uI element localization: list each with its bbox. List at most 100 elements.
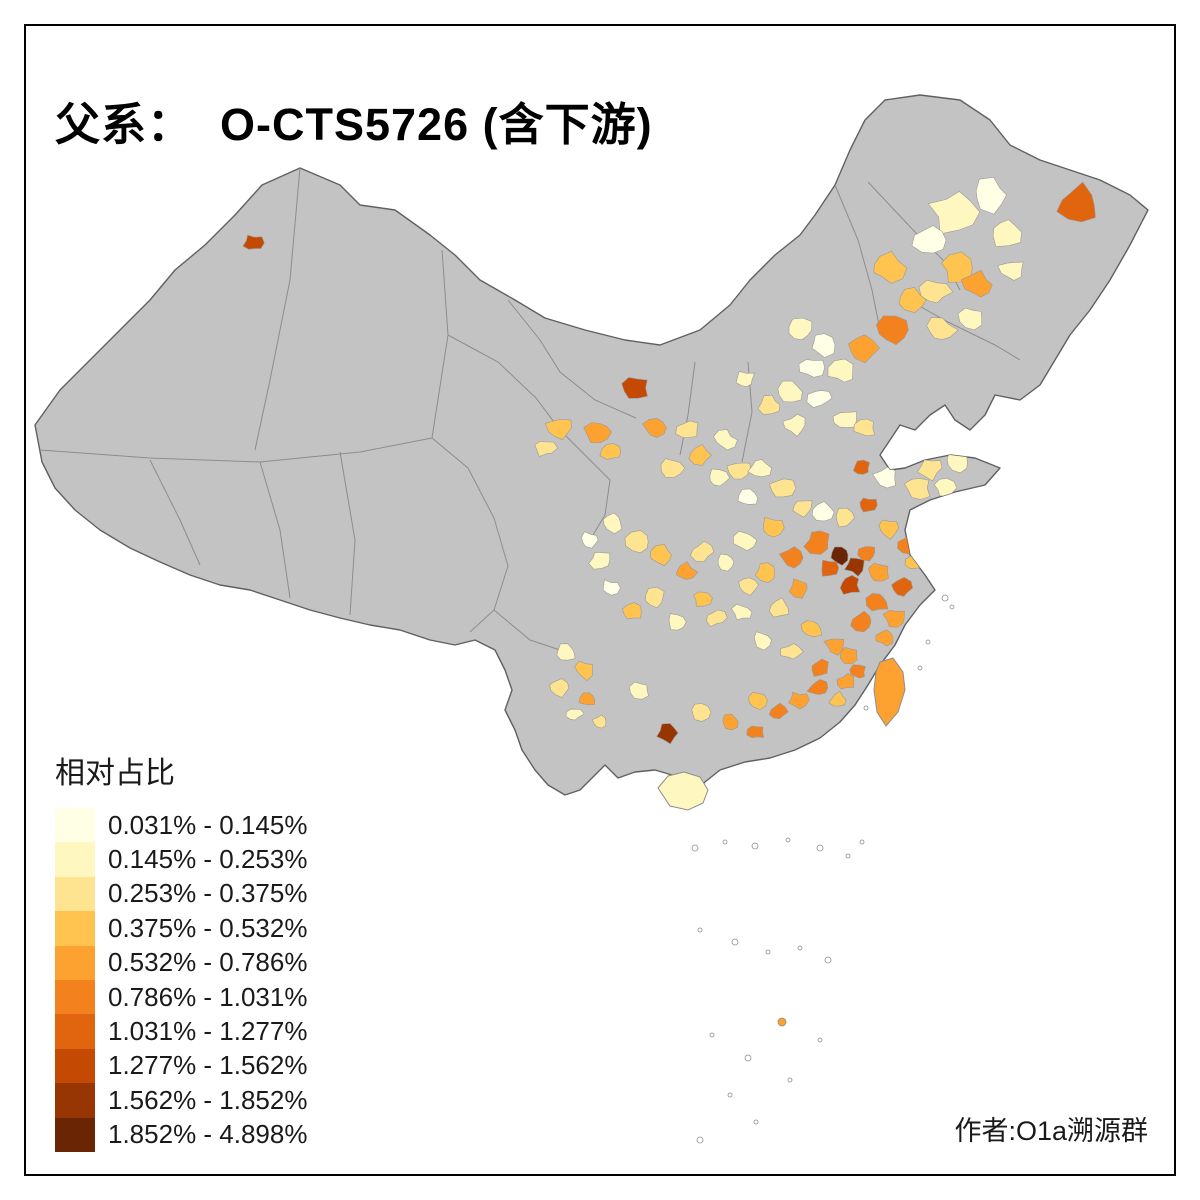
map-region: [997, 261, 1024, 281]
map-region: [903, 478, 931, 500]
map-region: [549, 678, 570, 698]
province-border-line: [259, 461, 291, 599]
map-region: [926, 317, 959, 340]
legend-label: 1.852% - 4.898%: [108, 1119, 308, 1150]
map-region: [832, 411, 857, 428]
small-islands: [691, 594, 955, 1144]
map-region: [737, 488, 759, 505]
map-region: [898, 287, 927, 313]
island-dot: [797, 945, 803, 951]
map-region: [691, 703, 712, 722]
map-region: [778, 546, 804, 569]
legend-swatch: [55, 1083, 95, 1118]
map-region: [960, 269, 993, 298]
map-region: [891, 576, 913, 597]
map-region: [746, 725, 765, 739]
legend-swatch: [55, 876, 95, 912]
province-border-line: [149, 459, 201, 566]
map-region: [624, 530, 649, 554]
province-border-line: [447, 334, 586, 456]
map-region: [747, 459, 772, 478]
map-region: [713, 429, 738, 451]
map-region: [827, 358, 854, 383]
island-dot: [816, 844, 824, 852]
legend-label: 1.277% - 1.562%: [108, 1050, 308, 1081]
map-region: [806, 679, 829, 695]
map-region: [534, 440, 559, 457]
map-region: [975, 176, 1007, 215]
map-region: [242, 234, 265, 250]
legend-row: 0.253% - 0.375%: [55, 876, 308, 912]
island-dot: [697, 927, 703, 933]
map-region: [882, 610, 905, 628]
island-dot: [765, 949, 771, 955]
island-dot: [859, 839, 865, 845]
island-dot: [753, 1119, 759, 1125]
map-region: [556, 643, 576, 661]
map-region: [844, 557, 865, 577]
map-region: [754, 562, 776, 584]
island-dot: [845, 853, 851, 859]
legend-swatch: [55, 842, 95, 877]
island-dot: [751, 842, 759, 850]
legend-row: 1.562% - 1.852%: [55, 1083, 307, 1118]
legend-label: 0.375% - 0.532%: [108, 912, 308, 943]
island-dot: [863, 705, 869, 711]
province-border-line: [834, 184, 881, 331]
map-region: [828, 690, 847, 707]
map-region: [645, 586, 665, 609]
legend-label: 1.031% - 1.277%: [108, 1016, 308, 1047]
map-region: [857, 546, 876, 562]
island-dot: [744, 1054, 752, 1062]
map-region: [806, 390, 833, 408]
author-credit: 作者:O1a溯源群: [954, 1116, 1148, 1146]
legend-row: 1.277% - 1.562%: [55, 1048, 308, 1084]
map-region: [811, 658, 829, 677]
map-region: [709, 468, 730, 487]
map-region: [853, 418, 876, 437]
map-region: [706, 609, 728, 627]
map-region: [621, 602, 642, 620]
map-region: [768, 597, 790, 618]
map-region: [835, 507, 855, 528]
legend-row: 1.852% - 4.898%: [55, 1117, 308, 1152]
map-region: [811, 501, 835, 522]
map-region: [859, 497, 878, 513]
map-region: [768, 702, 789, 720]
map-region: [726, 462, 752, 480]
plot-border: [24, 24, 1176, 1176]
map-region: [878, 519, 900, 540]
map-region: [849, 664, 866, 679]
map-region: [757, 394, 781, 415]
hainan-region: [657, 771, 709, 811]
map-region: [753, 631, 772, 651]
legend-row: 0.031% - 0.145%: [55, 808, 307, 843]
legend-label: 0.253% - 0.375%: [108, 878, 308, 909]
map-region: [574, 660, 594, 682]
island-dot: [917, 665, 923, 671]
map-region: [642, 418, 667, 438]
map-region: [788, 578, 808, 599]
map-region: [763, 517, 785, 538]
legend-row: 0.532% - 0.786%: [55, 945, 307, 980]
province-border-line: [431, 437, 509, 633]
island-dot: [785, 837, 791, 843]
map-region: [830, 546, 849, 566]
map-region: [690, 540, 715, 563]
province-border-line: [584, 454, 611, 541]
map-region: [777, 380, 803, 403]
island-dot: [817, 1037, 823, 1043]
map-region: [875, 629, 894, 647]
map-region: [621, 377, 648, 399]
map-region: [927, 191, 981, 235]
map-region: [668, 613, 687, 631]
map-region: [733, 530, 758, 551]
legend-swatch: [55, 1014, 95, 1049]
map-region: [916, 459, 943, 482]
legend-title: 相对占比: [55, 757, 175, 790]
island-dot: [925, 639, 931, 645]
map-region: [821, 559, 840, 577]
map-region: [792, 500, 813, 518]
map-region: [911, 225, 947, 254]
